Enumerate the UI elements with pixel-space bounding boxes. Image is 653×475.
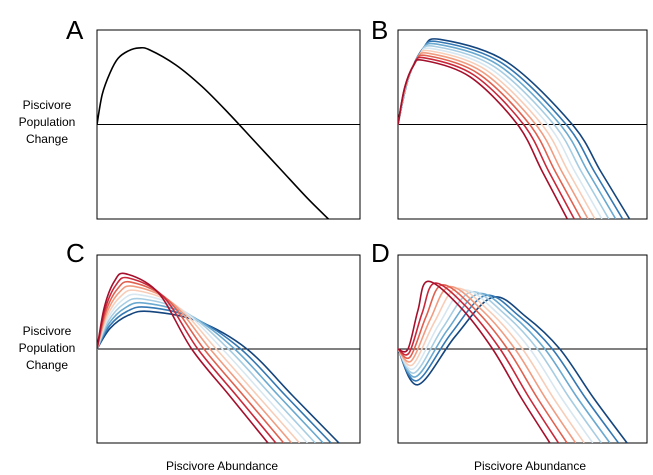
panel-a (96, 29, 361, 220)
y-axis-label-top: Piscivore Population Change (19, 98, 76, 146)
series-line-1 (398, 280, 551, 443)
series-line-10 (398, 38, 631, 219)
panel-letter-b: B (371, 15, 388, 45)
panel-b (397, 29, 648, 220)
x-axis-label-right: Piscivore Abundance (474, 459, 586, 473)
panel-d (397, 254, 648, 444)
series-line-2 (398, 56, 575, 219)
series-line-6 (398, 289, 594, 443)
series-line-9 (398, 40, 624, 219)
series-line-6 (97, 293, 308, 443)
series-line-5 (398, 287, 585, 443)
series-line-5 (97, 289, 301, 443)
series-line-1 (398, 59, 569, 219)
y-label-line-1: Piscivore (23, 98, 72, 112)
series-line-3 (398, 284, 568, 443)
y-label-line-3: Change (26, 132, 68, 146)
y-label-line-2: Population (19, 341, 76, 355)
series-line-5 (398, 49, 596, 219)
series-line-7 (398, 45, 610, 219)
series-line-8 (398, 42, 617, 219)
y-label-line-3: Change (26, 358, 68, 372)
y-label-line-2: Population (19, 115, 76, 129)
series-line-9 (398, 294, 620, 443)
series-line-7 (97, 297, 316, 443)
panel-letter-a: A (66, 15, 84, 45)
series-line-1 (97, 272, 269, 443)
series-line-2 (398, 282, 560, 443)
series-line-4 (398, 285, 577, 443)
series-line-2 (97, 276, 277, 443)
y-axis-label-bottom: Piscivore Population Change (19, 324, 76, 372)
y-label-line-1: Piscivore (23, 324, 72, 338)
series-line-8 (398, 292, 611, 443)
panel-letter-d: D (371, 238, 390, 268)
series-line-1 (97, 46, 330, 219)
series-line-4 (97, 285, 293, 443)
series-line-10 (398, 296, 628, 443)
series-line-4 (398, 52, 589, 219)
panel-c (96, 254, 361, 444)
series-line-7 (398, 291, 603, 443)
series-line-6 (398, 47, 603, 219)
panel-letter-c: C (66, 238, 85, 268)
x-axis-label-left: Piscivore Abundance (166, 459, 278, 473)
series-line-10 (97, 310, 340, 443)
series-line-3 (97, 280, 285, 443)
